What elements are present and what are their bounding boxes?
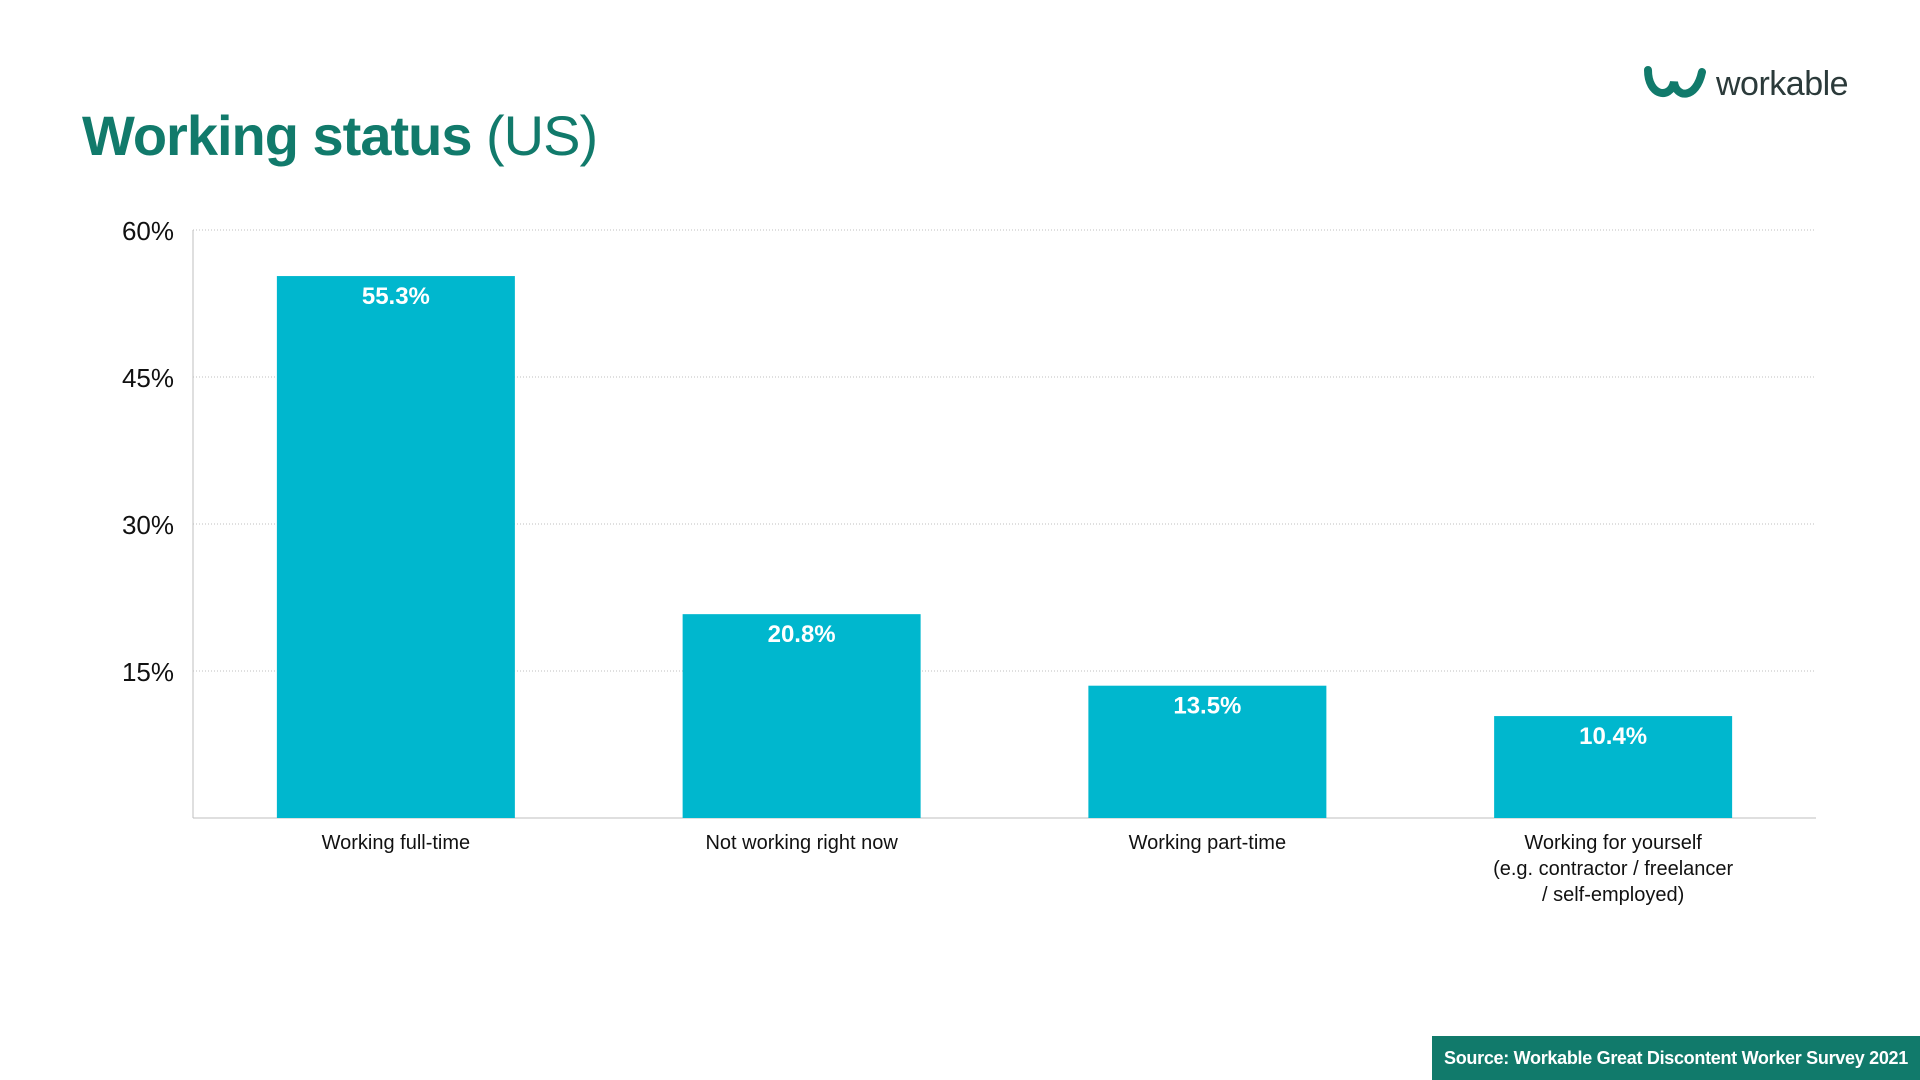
y-tick-label: 60% — [122, 216, 174, 246]
logo-wordmark: workable — [1716, 65, 1849, 103]
y-tick-label: 15% — [122, 657, 174, 687]
y-tick-label: 45% — [122, 363, 174, 393]
bar — [276, 276, 515, 818]
title-main: Working status — [82, 104, 472, 167]
x-axis-ticks: Working full-time Not working right now Wo… — [322, 832, 1734, 906]
title-region: (US) — [486, 104, 598, 167]
x-tick-label-line: (e.g. contractor / freelancer — [1493, 858, 1733, 880]
bar — [682, 614, 921, 818]
bar-value-label: 13.5% — [1173, 693, 1241, 720]
y-axis-ticks: 15% 30% 45% 60% — [122, 216, 174, 687]
page-title: Working status (US) — [82, 100, 598, 172]
bar-value-label: 10.4% — [1579, 723, 1647, 750]
x-tick-label: Working part-time — [1129, 832, 1286, 854]
workable-logo-icon — [1644, 66, 1706, 98]
bar-chart: 15% 30% 45% 60% 55.3% 20.8% 13.5% 10.4% Workin… — [122, 216, 1816, 906]
x-tick-label-line: Working part-time — [1129, 832, 1286, 854]
bar-value-label: 55.3% — [362, 283, 430, 310]
workable-logo: workable — [1644, 62, 1856, 106]
x-tick-label-line: Not working right now — [705, 832, 898, 854]
x-tick-label-line: Working for yourself — [1524, 832, 1702, 854]
x-tick-label-line: Working full-time — [322, 832, 471, 854]
bar — [1088, 685, 1327, 818]
x-tick-label: Working full-time — [322, 832, 471, 854]
bar-value-label: 20.8% — [768, 621, 836, 648]
x-tick-label: Not working right now — [705, 832, 898, 854]
x-tick-label: Working for yourself (e.g. contractor / f… — [1493, 832, 1733, 906]
y-tick-label: 30% — [122, 510, 174, 540]
bars — [276, 276, 1733, 818]
bar — [1494, 716, 1733, 818]
bar-value-labels: 55.3% 20.8% 13.5% 10.4% — [362, 283, 1647, 750]
x-tick-label-line: / self-employed) — [1542, 884, 1684, 906]
source-footer: Source: Workable Great Discontent Worker… — [1432, 1036, 1920, 1080]
